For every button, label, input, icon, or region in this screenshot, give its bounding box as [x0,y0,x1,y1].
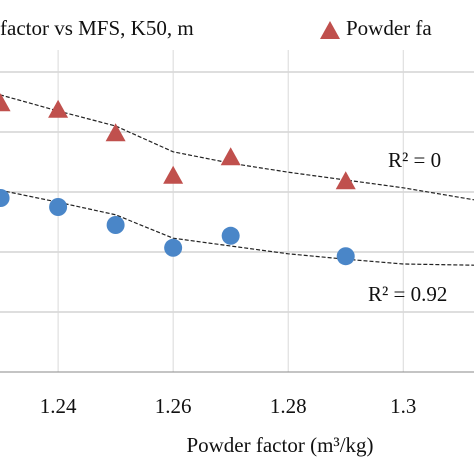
point [164,238,183,257]
x-tick-label: 1.3 [390,394,416,418]
point [106,216,125,234]
point [0,189,10,207]
legend-bg [0,12,474,50]
point [49,198,68,216]
x-tick-label: 1.26 [155,394,192,418]
point [48,99,69,118]
x-axis-label: Powder factor (m³/kg) [186,433,373,457]
legend-label: factor vs MFS, K50, m [0,16,194,40]
point [335,171,356,190]
point [220,147,241,166]
trendline [0,189,474,266]
r2-label: R² = 0 [388,148,441,172]
legend-marker [320,21,340,39]
point [221,226,240,245]
x-tick-label: 1.24 [40,394,77,418]
point [105,123,126,142]
point [336,247,355,266]
point [0,93,11,112]
legend-label: Powder fa [346,16,432,40]
point [163,165,184,184]
r2-label: R² = 0.92 [368,282,447,306]
x-tick-label: 1.28 [270,394,307,418]
